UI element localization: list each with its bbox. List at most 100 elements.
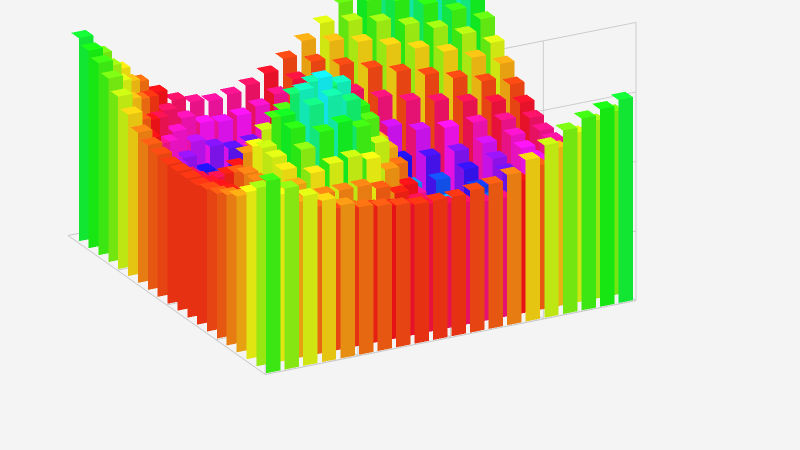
bar-top-face xyxy=(358,151,381,160)
bar-top-face xyxy=(369,13,392,22)
bar-top-face xyxy=(110,88,133,97)
bar-top-face xyxy=(333,0,353,4)
bar-top-face xyxy=(120,106,143,115)
bar-top-face xyxy=(183,133,206,143)
bar-top-face xyxy=(150,146,173,155)
bar-top-face xyxy=(340,149,363,158)
bar-top-face xyxy=(332,197,355,206)
bar-top-face xyxy=(301,97,324,106)
bar-top-face xyxy=(492,55,515,64)
bar-top-face xyxy=(321,155,344,165)
bar-top-face xyxy=(130,124,153,133)
bar-front-face xyxy=(433,198,448,340)
bar-top-face xyxy=(357,111,380,120)
bar-top-face xyxy=(155,102,178,111)
bar-top-face xyxy=(140,136,163,146)
bar-top-face xyxy=(310,70,333,79)
bar-top-face xyxy=(314,192,337,201)
bar-top-face xyxy=(225,157,248,167)
bar-top-face xyxy=(235,145,258,154)
bar-top-face xyxy=(165,123,188,132)
bar-top-face xyxy=(331,57,354,66)
bar-top-face xyxy=(480,176,504,185)
bar-top-face xyxy=(303,53,326,62)
bar-top-face xyxy=(522,109,545,119)
bar-top-face xyxy=(277,180,300,189)
bar-top-face xyxy=(388,197,411,206)
bar-top-face xyxy=(159,156,182,165)
bar-front-face xyxy=(414,201,429,344)
bar-top-face xyxy=(393,0,402,2)
bar-top-face xyxy=(340,13,363,22)
bar-front-face xyxy=(507,172,522,326)
bar-top-face xyxy=(428,171,451,181)
bar-top-face xyxy=(320,88,343,97)
bar-top-face xyxy=(365,0,372,1)
bar-top-face xyxy=(193,163,216,172)
bar-top-face xyxy=(473,73,496,82)
bar-top-face xyxy=(465,114,488,123)
bar-top-face xyxy=(397,16,420,25)
bar-top-face xyxy=(513,140,536,149)
bar-top-face xyxy=(536,137,559,146)
bar-top-face xyxy=(426,93,450,102)
bar-top-face xyxy=(493,112,516,121)
bar-front-face xyxy=(395,202,411,348)
bar-top-face xyxy=(592,101,615,110)
bar-top-face xyxy=(322,33,345,42)
bar-top-face xyxy=(174,150,197,159)
bar-top-face xyxy=(378,37,401,46)
bar-top-face xyxy=(456,161,479,170)
bar-top-face xyxy=(293,141,316,150)
bar-top-face xyxy=(351,199,374,208)
bar-top-face xyxy=(338,92,362,102)
bar-top-face xyxy=(312,15,335,24)
bar-top-face xyxy=(293,32,316,42)
bar-top-face xyxy=(418,148,441,157)
bar-front-face xyxy=(618,97,633,303)
bar-top-face xyxy=(446,143,469,152)
bar-front-face xyxy=(266,178,281,374)
bar-top-face xyxy=(387,185,410,194)
bar-top-face xyxy=(350,178,373,187)
bar-top-face xyxy=(464,49,487,58)
bar-top-face xyxy=(295,187,318,197)
bar-top-face xyxy=(395,177,418,186)
bar-top-face xyxy=(283,120,306,129)
bar-top-face xyxy=(531,122,554,131)
bar-top-face xyxy=(436,119,459,128)
bar-top-face xyxy=(81,42,104,51)
bar-top-face xyxy=(555,122,578,131)
bar-top-face xyxy=(398,92,421,101)
bar-top-face xyxy=(350,33,373,43)
bar-top-face xyxy=(408,121,431,131)
bar-top-face xyxy=(266,86,289,95)
bar-top-face xyxy=(425,192,448,201)
bar-top-face xyxy=(229,107,252,116)
bar-top-face xyxy=(210,113,233,123)
bar-top-face xyxy=(502,76,525,85)
bar-top-face xyxy=(258,173,281,182)
bar-top-face xyxy=(417,0,439,5)
bar-top-face xyxy=(472,11,495,20)
bar-top-face xyxy=(360,60,383,69)
bar-top-face xyxy=(368,180,391,189)
bar-top-face xyxy=(200,93,224,102)
bar-top-face xyxy=(348,119,371,128)
bar-top-face xyxy=(238,77,261,86)
bar-top-face xyxy=(254,139,278,148)
bar-top-face xyxy=(454,26,477,35)
bar-top-face xyxy=(179,170,202,179)
bar-top-face xyxy=(264,149,287,158)
bar-top-face xyxy=(518,151,541,161)
bar-top-face xyxy=(220,140,243,149)
bar-top-face xyxy=(192,114,215,124)
bar-top-face xyxy=(182,94,205,103)
bar-top-face xyxy=(443,188,466,198)
bar-top-face xyxy=(435,43,458,52)
bar-top-face xyxy=(163,92,186,101)
bar-top-face xyxy=(406,196,429,205)
bar-top-face xyxy=(503,127,526,136)
bar-top-face xyxy=(247,98,270,107)
